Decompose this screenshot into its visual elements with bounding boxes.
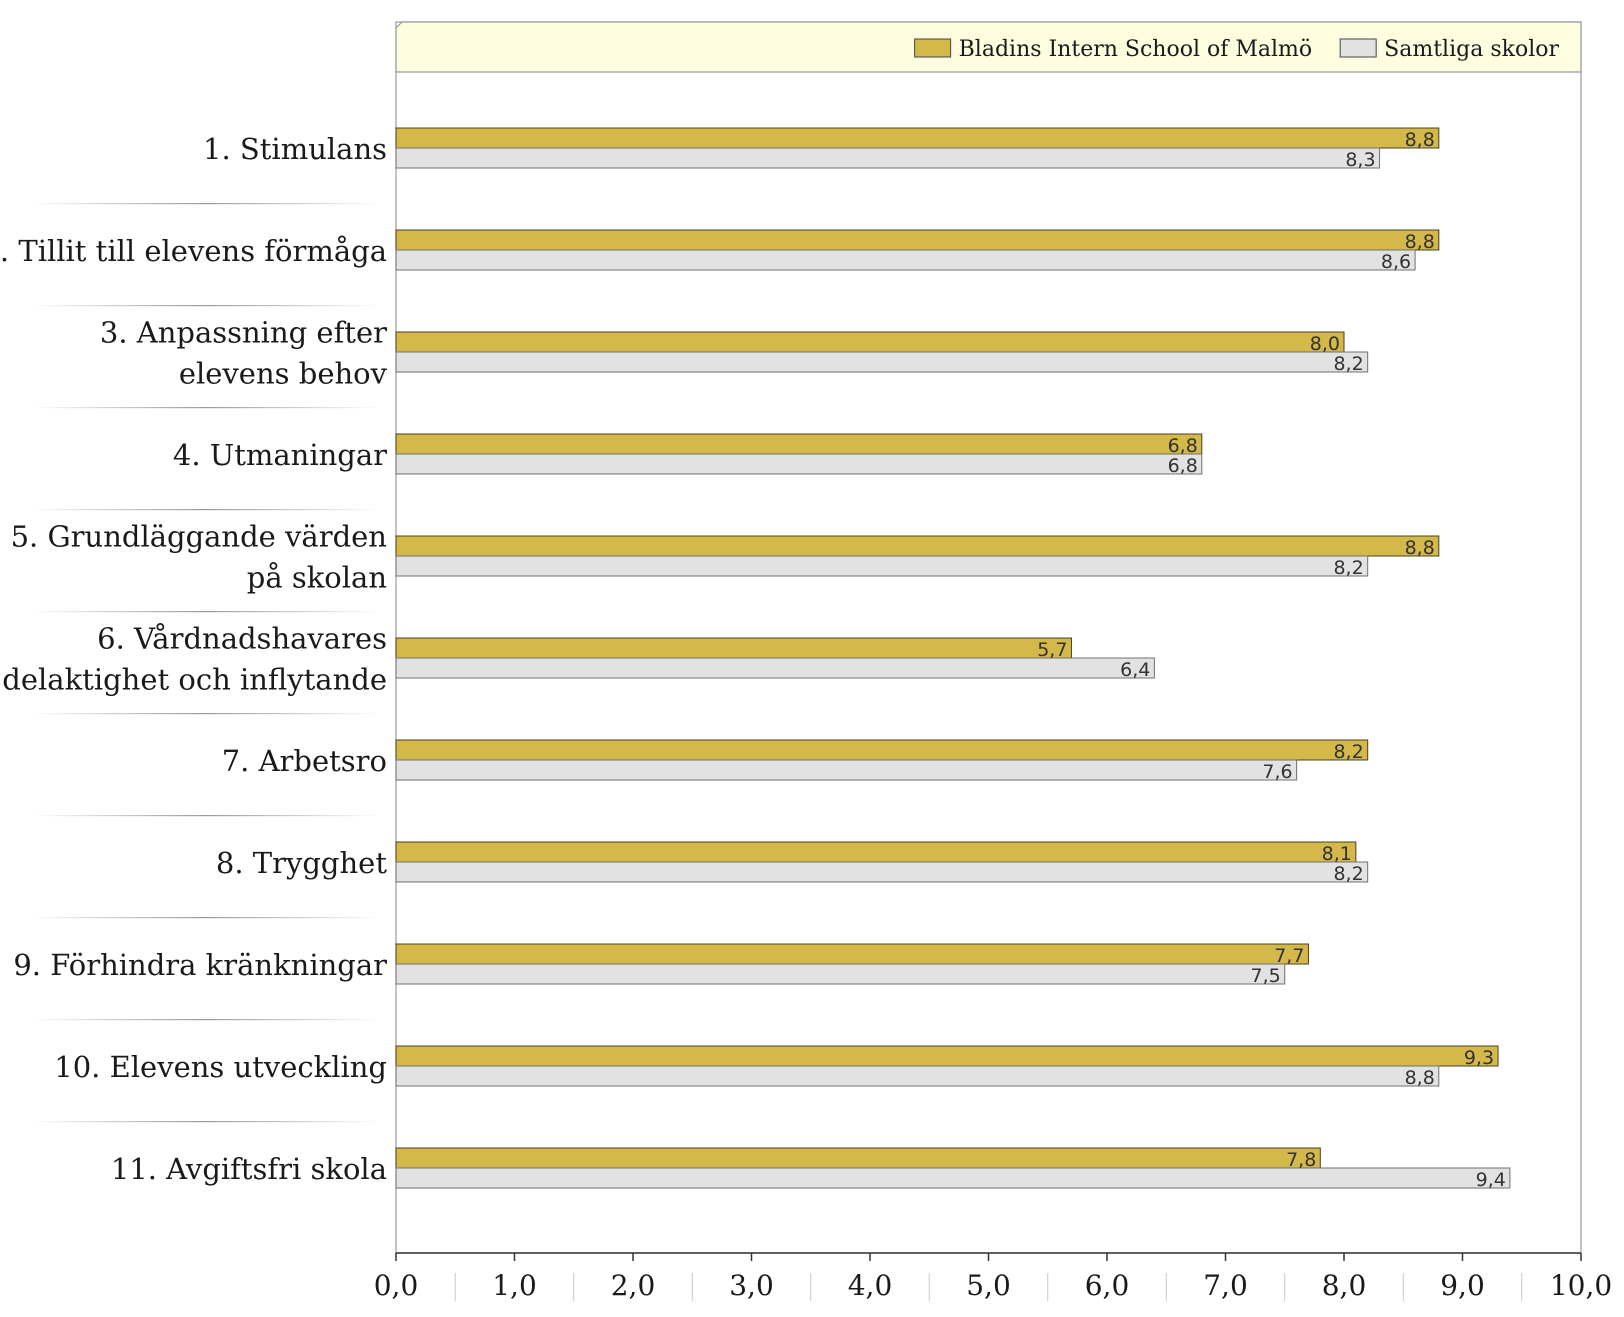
- value-label-series1-cat9: 7,7: [1274, 945, 1304, 967]
- value-label-series2-cat5: 8,2: [1333, 557, 1363, 579]
- category-separator: [30, 203, 380, 205]
- category-separator: [30, 815, 380, 817]
- x-tick-label-8: 8,0: [1322, 1269, 1367, 1302]
- x-tick-label-2: 2,0: [611, 1269, 656, 1302]
- x-tick-label-3: 3,0: [729, 1269, 774, 1302]
- bars: [395, 127, 1511, 1189]
- x-tick-label-0: 0,0: [374, 1269, 419, 1302]
- value-label-series1-cat7: 8,2: [1333, 741, 1363, 763]
- bar-series1-cat9: [395, 943, 1309, 965]
- category-label-7: 7. Arbetsro: [222, 744, 387, 778]
- category-separator: [30, 713, 380, 715]
- bar-series1-cat2: [395, 229, 1440, 251]
- bar-series1-cat3: [395, 331, 1345, 353]
- category-labels: 1. Stimulans 2. Tillit till elevens förmå…: [0, 132, 388, 1186]
- value-label-series2-cat2: 8,6: [1381, 251, 1411, 273]
- x-tick-label-5: 5,0: [966, 1269, 1011, 1302]
- bar-series2-cat2: [395, 249, 1416, 271]
- value-label-series2-cat7: 7,6: [1262, 761, 1292, 783]
- category-label-4: 4. Utmaningar: [173, 438, 387, 472]
- category-separator: [30, 407, 380, 409]
- legend-label-1: Bladins Intern School of Malmö: [959, 37, 1313, 62]
- bar-series2-cat1: [395, 147, 1381, 169]
- bar-series1-cat10: [395, 1045, 1499, 1067]
- value-label-series1-cat3: 8,0: [1310, 333, 1340, 355]
- value-label-series2-cat6: 6,4: [1120, 659, 1150, 681]
- category-separator: [30, 305, 380, 307]
- category-separator: [30, 611, 380, 613]
- category-label-8: 8. Trygghet: [216, 846, 387, 880]
- bar-series2-cat8: [395, 861, 1369, 883]
- value-label-series2-cat10: 8,8: [1405, 1067, 1435, 1089]
- value-label-series2-cat3: 8,2: [1333, 353, 1363, 375]
- x-tick-label-7: 7,0: [1203, 1269, 1248, 1302]
- value-label-series1-cat1: 8,8: [1405, 129, 1435, 151]
- value-labels: 8,88,38,88,68,08,26,86,88,88,25,76,48,27…: [1037, 129, 1506, 1191]
- category-label-5-line2: på skolan: [247, 561, 387, 595]
- x-tick-label-4: 4,0: [848, 1269, 893, 1302]
- category-label-2: 2. Tillit till elevens förmåga: [0, 234, 387, 268]
- value-label-series1-cat2: 8,8: [1405, 231, 1435, 253]
- bar-series2-cat11: [395, 1167, 1511, 1189]
- bar-series2-cat5: [395, 555, 1369, 577]
- value-label-series1-cat6: 5,7: [1037, 639, 1067, 661]
- category-separator: [30, 1121, 380, 1123]
- legend-swatch-1: [914, 38, 952, 58]
- value-label-series1-cat5: 8,8: [1405, 537, 1435, 559]
- bar-series2-cat7: [395, 759, 1298, 781]
- category-separators: [30, 203, 380, 1123]
- category-label-9: 9. Förhindra kränkningar: [13, 948, 387, 982]
- bar-series2-cat3: [395, 351, 1369, 373]
- value-label-series2-cat8: 8,2: [1333, 863, 1363, 885]
- bar-series2-cat4: [395, 453, 1203, 475]
- category-label-11: 11. Avgiftsfri skola: [111, 1152, 387, 1186]
- legend-label-2: Samtliga skolor: [1384, 37, 1559, 62]
- value-label-series2-cat11: 9,4: [1476, 1169, 1506, 1191]
- value-label-series2-cat4: 6,8: [1168, 455, 1198, 477]
- category-separator: [30, 917, 380, 919]
- x-tick-label-1: 1,0: [492, 1269, 537, 1302]
- x-tick-label-10: 10,0: [1550, 1269, 1612, 1302]
- category-label-5-line1: 5. Grundläggande värden: [11, 520, 387, 554]
- category-label-3-line1: 3. Anpassning efter: [100, 316, 387, 350]
- bar-series1-cat1: [395, 127, 1440, 149]
- bar-series2-cat10: [395, 1065, 1440, 1087]
- category-label-6-line2: delaktighet och inflytande: [2, 663, 387, 697]
- value-label-series1-cat10: 9,3: [1464, 1047, 1494, 1069]
- bar-series2-cat6: [395, 657, 1155, 679]
- bar-series1-cat8: [395, 841, 1357, 863]
- category-label-6-line1: 6. Vårdnadshavares: [97, 622, 387, 656]
- bar-series2-cat9: [395, 963, 1286, 985]
- legend: Samtliga skolor Bladins Intern School of …: [395, 21, 1582, 73]
- bar-series1-cat11: [395, 1147, 1321, 1169]
- legend-background: [395, 21, 1582, 73]
- value-label-series2-cat1: 8,3: [1345, 149, 1375, 171]
- bar-series1-cat5: [395, 535, 1440, 557]
- category-separator: [30, 509, 380, 511]
- value-label-series2-cat9: 7,5: [1251, 965, 1281, 987]
- value-label-series1-cat11: 7,8: [1286, 1149, 1316, 1171]
- x-tick-label-9: 9,0: [1440, 1269, 1485, 1302]
- value-label-series1-cat4: 6,8: [1168, 435, 1198, 457]
- x-tick-label-6: 6,0: [1085, 1269, 1130, 1302]
- legend-swatch-2: [1339, 38, 1377, 58]
- value-label-series1-cat8: 8,1: [1322, 843, 1352, 865]
- category-separator: [30, 1019, 380, 1021]
- bar-series1-cat7: [395, 739, 1369, 761]
- bar-series1-cat4: [395, 433, 1203, 455]
- category-label-3-line2: elevens behov: [179, 357, 388, 391]
- category-label-10: 10. Elevens utveckling: [54, 1050, 387, 1084]
- category-label-1: 1. Stimulans: [203, 132, 387, 166]
- bar-series1-cat6: [395, 637, 1072, 659]
- x-axis: 0,0 1,0 2,0 3,0 4,0 5,0 6,0 7,0 8,0 9,0 10,0: [374, 1252, 1612, 1302]
